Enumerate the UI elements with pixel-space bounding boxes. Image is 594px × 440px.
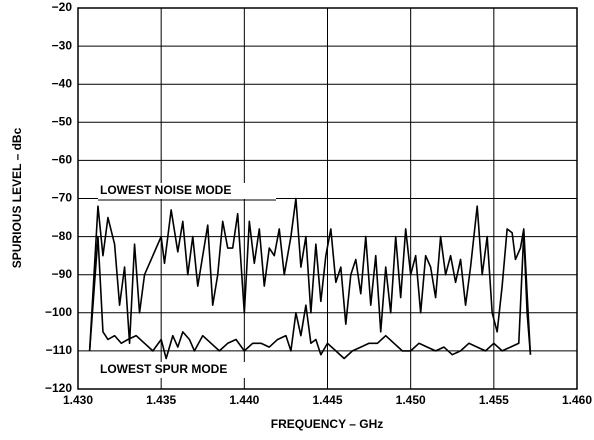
y-tick-label: −80: [52, 229, 73, 243]
y-tick-label: −90: [52, 267, 73, 281]
series-label: LOWEST NOISE MODE: [100, 183, 231, 197]
y-tick-label: −120: [45, 381, 72, 395]
y-tick-label: −60: [52, 153, 73, 167]
label-backdrop: [98, 183, 276, 199]
x-tick-label: 1.435: [146, 393, 176, 407]
x-tick-label: 1.455: [479, 393, 509, 407]
y-tick-label: −70: [52, 191, 73, 205]
x-tick-label: 1.460: [562, 393, 592, 407]
y-tick-label: −110: [46, 343, 73, 357]
x-tick-label: 1.430: [63, 393, 93, 407]
x-tick-label: 1.440: [229, 393, 259, 407]
series-line: [88, 231, 532, 360]
series-label: LOWEST SPUR MODE: [100, 362, 227, 376]
x-tick-label: 1.445: [312, 393, 342, 407]
y-tick-label: −100: [45, 305, 72, 319]
y-tick-label: −30: [52, 38, 73, 52]
y-tick-label: −50: [52, 114, 73, 128]
x-tick-label: 1.450: [396, 393, 426, 407]
label-backdrop: [98, 362, 268, 378]
y-tick-label: −40: [52, 76, 73, 90]
x-axis-label: FREQUENCY – GHz: [271, 417, 383, 431]
series-line: [88, 197, 532, 355]
y-axis-label: SPURIOUS LEVEL – dBc: [10, 127, 24, 268]
y-tick-label: −20: [52, 0, 73, 14]
